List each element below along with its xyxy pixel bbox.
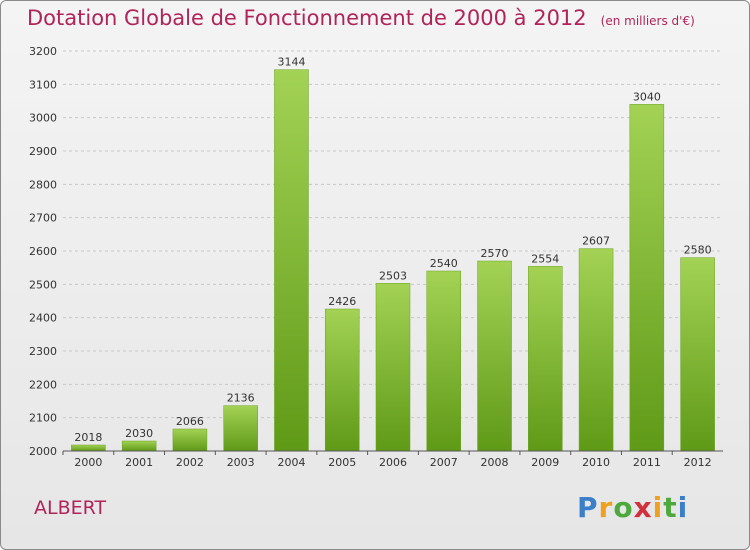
y-tick-label: 3200 [29,45,57,58]
chart-unit: (en milliers d'€) [600,14,695,28]
data-label: 2426 [328,295,356,308]
bar-2000 [71,444,106,452]
logo-letter: o [613,491,634,524]
x-tick-label: 2010 [582,456,610,469]
x-tick-label: 2012 [684,456,712,469]
y-axis-ticks: 2000 2100 2200 2300 2400 2500 2600 2700 2800 2900… [29,45,57,458]
logo-letter: x [633,491,653,524]
x-axis-ticks: 2000 2001 2002 2003 2004 2005 2006 2007 2008 2009… [62,451,712,469]
bar-2002 [172,428,208,452]
logo-letter: i [677,491,689,524]
data-label: 2554 [531,252,559,265]
bar-2006 [375,283,411,452]
y-tick-label: 2800 [29,178,57,191]
logo-letter: i [652,491,664,524]
data-labels: 2018 2030 2066 2136 3144 2426 2503 2540 2570 2554… [74,56,711,444]
y-tick-label: 2100 [29,412,57,425]
bar-2011 [629,104,665,452]
y-tick-label: 2000 [29,445,57,458]
x-tick-label: 2009 [531,456,559,469]
x-tick-label: 2000 [74,456,102,469]
bar-2007 [426,270,462,452]
logo-letter: r [598,491,614,524]
y-tick-label: 2600 [29,245,57,258]
y-tick-label: 2500 [29,278,57,291]
data-label: 3040 [633,90,661,103]
x-tick-label: 2007 [430,456,458,469]
x-tick-label: 2001 [125,456,153,469]
y-tick-label: 2900 [29,145,57,158]
x-tick-label: 2002 [176,456,204,469]
data-label: 3144 [277,56,305,69]
proxiti-logo: Proxiti [577,491,688,524]
data-label: 2580 [684,244,712,257]
y-tick-label: 2700 [29,212,57,225]
bar-2008 [477,260,512,452]
bar-2005 [324,308,360,452]
logo-letter: t [663,491,678,524]
x-tick-label: 2003 [227,456,255,469]
data-label: 2503 [379,269,407,282]
commune-name: ALBERT [34,497,107,519]
data-label: 2607 [582,235,610,248]
data-label: 2540 [430,257,458,270]
bar-2003 [223,405,258,452]
bar-2012 [680,257,715,452]
y-tick-label: 2300 [29,345,57,358]
chart-title-text: Dotation Globale de Fonctionnement de 20… [27,6,587,30]
y-tick-label: 3000 [29,112,57,125]
data-label: 2136 [227,392,255,405]
bar-2010 [578,248,614,452]
data-label: 2030 [125,427,153,440]
bar-2004 [274,69,309,452]
x-tick-label: 2006 [379,456,407,469]
data-label: 2066 [176,415,204,428]
bar-2001 [121,440,157,452]
y-tick-label: 2200 [29,378,57,391]
data-label: 2570 [481,247,509,260]
data-label: 2018 [74,431,102,444]
x-tick-label: 2008 [481,456,509,469]
y-tick-label: 3100 [29,78,57,91]
bars [71,69,715,452]
chart-title: Dotation Globale de Fonctionnement de 20… [27,6,695,30]
logo-letter: P [577,491,599,524]
bar-2009 [528,266,563,452]
x-tick-label: 2005 [328,456,356,469]
x-tick-label: 2011 [633,456,661,469]
x-tick-label: 2004 [277,456,305,469]
y-tick-label: 2400 [29,312,57,325]
